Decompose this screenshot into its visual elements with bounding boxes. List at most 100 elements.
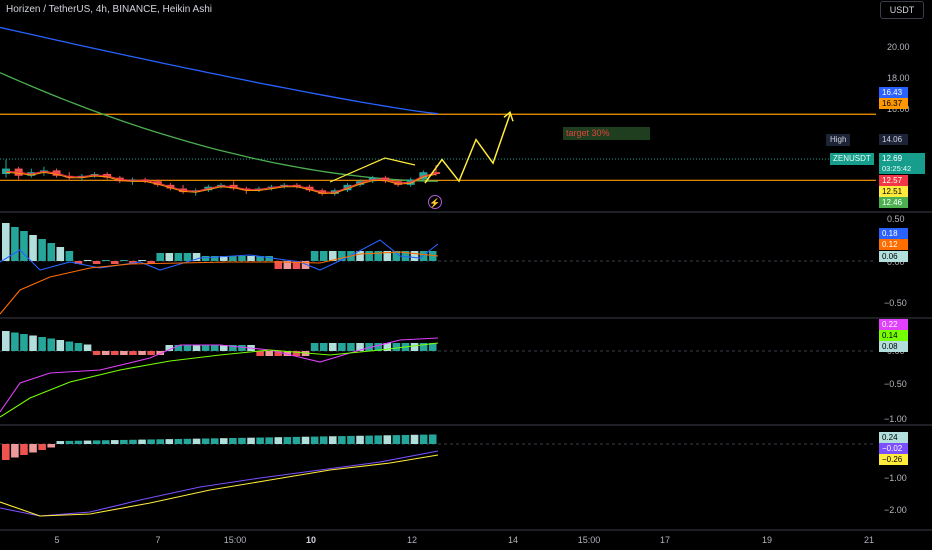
pane2-signal-line: [0, 239, 439, 271]
pane3-histogram-bar: [201, 345, 210, 351]
price-tag-ma-yellow: 12.51: [879, 186, 908, 197]
pane2-histogram-bar: [156, 253, 164, 261]
pane2-histogram-bar: [101, 260, 110, 261]
pane3-histogram-bar: [292, 351, 301, 356]
pane3-histogram-bar: [165, 345, 174, 351]
pane3-histogram-bar: [374, 343, 382, 351]
pane4-histogram-bar: [238, 437, 246, 444]
pane2-histogram-bar: [183, 253, 192, 261]
pane2-histogram-bar: [174, 253, 183, 261]
pane2-histogram-bar: [83, 260, 92, 261]
pane2-histogram-bar: [11, 227, 19, 261]
pane2-histogram-bar: [238, 256, 246, 261]
pane2-histogram-bar: [419, 251, 428, 261]
pane2-histogram-bar: [129, 261, 137, 264]
projection-wedge: [329, 157, 416, 183]
projection-arrow: [503, 111, 514, 122]
currency-button[interactable]: USDT: [880, 1, 924, 19]
pane4-tag: −0.02: [879, 443, 908, 454]
pane4-histogram-bar: [365, 435, 373, 444]
pane2-histogram-bar: [138, 260, 146, 261]
pane4-histogram-bar: [101, 440, 110, 444]
pane2-histogram-bar: [20, 231, 28, 261]
pane3-fast-line: [0, 337, 439, 413]
pane2-histogram-bar: [120, 260, 128, 261]
pane3-histogram-bar: [20, 334, 28, 351]
pane3-histogram-bar: [256, 351, 264, 356]
pane4-tick: −2.00: [884, 505, 907, 515]
pane3-histogram-bar: [356, 343, 364, 351]
pane2-histogram-bar: [338, 251, 346, 261]
pane4-histogram-bar: [129, 439, 137, 444]
pane4-fast-line: [0, 450, 439, 517]
pane3-histogram-bar: [238, 345, 246, 351]
pane3-histogram-bar: [319, 343, 328, 351]
pane2-tick: −0.50: [884, 298, 907, 308]
pane3-histogram-bar: [111, 351, 119, 355]
pane4-histogram-bar: [156, 439, 164, 444]
pane4-histogram-bar: [428, 434, 437, 444]
pane2-histogram-bar: [29, 235, 37, 261]
pane3-histogram-bar: [138, 351, 146, 355]
pane4-histogram-bar: [210, 438, 219, 444]
price-tag-hline: 16.37: [879, 98, 908, 109]
pane3-slow-line: [0, 342, 439, 418]
price-tag-ma-green: 12.46: [879, 197, 908, 208]
pane2-tick: 0.50: [887, 214, 905, 224]
pane3-histogram-bar: [365, 343, 373, 351]
pane3-histogram-bar: [392, 343, 401, 351]
pane2-histogram-bar: [210, 256, 219, 261]
pane2-tag: 0.06: [879, 251, 908, 262]
pane4-histogram-bar: [65, 440, 74, 444]
pane2-histogram-bar: [247, 256, 255, 261]
time-tick: 7: [155, 535, 161, 545]
high-label: High: [826, 134, 851, 146]
pane3-histogram-bar: [83, 344, 92, 351]
pane4-histogram-bar: [183, 438, 192, 444]
price-tag-high: 14.06: [879, 134, 908, 145]
pane2-histogram-bar: [56, 247, 65, 261]
pane3-histogram-bar: [92, 351, 101, 355]
pane3-histogram-bar: [383, 343, 392, 351]
pane2-tag: 0.18: [879, 228, 908, 239]
pane4-histogram-bar: [2, 444, 10, 460]
pane3-histogram-bar: [229, 345, 237, 351]
pane4-histogram-bar: [292, 436, 301, 444]
pane3-tag: 0.08: [879, 341, 908, 352]
pane4-histogram-bar: [356, 435, 364, 444]
pane3-histogram-bar: [2, 331, 10, 351]
candle-body: [432, 172, 440, 174]
target-annotation[interactable]: target 30%: [563, 127, 650, 140]
pane4-histogram-bar: [347, 435, 355, 444]
candle-body: [2, 168, 10, 174]
pane4-histogram-bar: [247, 437, 255, 444]
pane4-histogram-bar: [319, 436, 328, 444]
pane2-histogram-bar: [365, 251, 373, 261]
pane4-histogram-bar: [383, 435, 392, 444]
lightning-icon[interactable]: ⚡: [428, 195, 442, 209]
time-tick: 21: [863, 535, 875, 545]
pane4-histogram-bar: [138, 439, 146, 444]
pane2-histogram-bar: [292, 261, 301, 269]
pane3-histogram-bar: [283, 351, 292, 356]
ma-red-line: [5, 170, 437, 193]
pane3-histogram-bar: [310, 343, 319, 351]
pane2-histogram-bar: [256, 256, 264, 261]
pane3-histogram-bar: [147, 351, 155, 355]
pane2-histogram-bar: [301, 261, 310, 269]
pane4-histogram-bar: [11, 444, 19, 458]
pane4-histogram-bar: [283, 437, 292, 444]
price-tag-ma-blue: 16.43: [879, 87, 908, 98]
pane2-histogram-bar: [329, 251, 337, 261]
time-tick: 12: [406, 535, 418, 545]
pane3-histogram-bar: [129, 351, 137, 355]
pane2-histogram-bar: [47, 243, 55, 261]
pane3-histogram-bar: [56, 340, 65, 351]
pane3-histogram-bar: [11, 332, 19, 351]
pane2-histogram-bar: [310, 251, 319, 261]
pane4-histogram-bar: [56, 441, 65, 444]
pane2-histogram-bar: [374, 251, 382, 261]
pane4-histogram-bar: [111, 440, 119, 444]
pane3-histogram-bar: [265, 351, 273, 356]
